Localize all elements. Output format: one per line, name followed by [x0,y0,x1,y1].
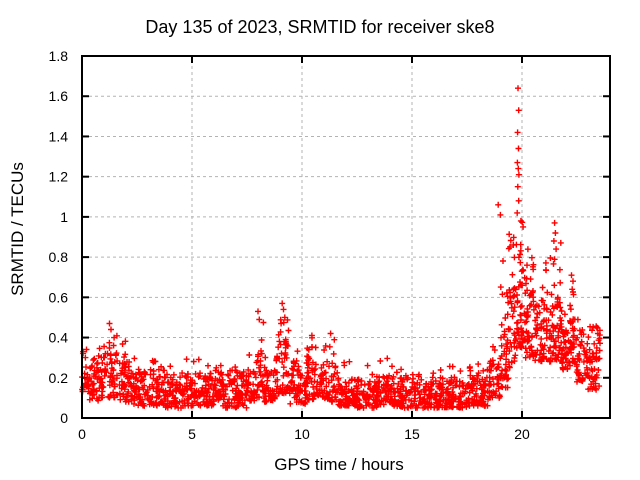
y-tick-label: 0.2 [49,370,69,386]
plot-border [81,55,611,419]
y-tick-label: 1.4 [49,128,69,144]
x-tick-label: 15 [404,426,420,442]
y-tick-label: 1.8 [49,48,69,64]
y-tick-labels: 0 0.2 0.4 0.6 0.8 1 1.2 1.4 1.6 1.8 [49,48,69,426]
scatter-points [79,85,603,411]
x-tick-label: 5 [188,426,196,442]
x-axis-label: GPS time / hours [274,455,403,474]
scatter-plus-markers [79,85,603,411]
y-tick-label: 0.4 [49,330,69,346]
x-tick-label: 20 [514,426,530,442]
x-tick-label: 10 [294,426,310,442]
y-tick-label: 0.6 [49,289,69,305]
y-tick-label: 1 [60,209,68,225]
y-axis-label: SRMTID / TECUs [8,162,27,296]
y-tick-label: 0 [60,410,68,426]
x-tick-labels: 0 5 10 15 20 [78,426,530,442]
y-tick-label: 0.8 [49,249,69,265]
x-tick-label: 0 [78,426,86,442]
y-tick-label: 1.2 [49,169,69,185]
y-tick-label: 1.6 [49,88,69,104]
chart-title: Day 135 of 2023, SRMTID for receiver ske… [145,17,494,37]
